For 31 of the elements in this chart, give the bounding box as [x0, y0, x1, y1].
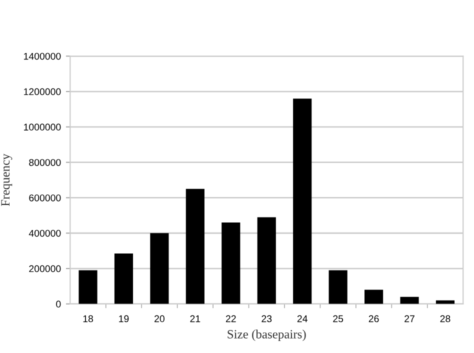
bar [150, 233, 169, 304]
y-axis-title: Frequency [1, 154, 12, 206]
y-tick-label: 1400000 [24, 52, 61, 60]
x-tick-label: 19 [119, 315, 129, 322]
bar [222, 222, 240, 304]
bar [328, 270, 348, 304]
x-tick-label: 26 [368, 315, 379, 322]
x-tick-label: 25 [333, 315, 344, 322]
x-tick-label: 24 [297, 315, 308, 322]
bar [257, 217, 276, 304]
x-tick-label: 22 [226, 315, 236, 322]
x-tick-label: 27 [404, 315, 414, 322]
bar [364, 290, 384, 304]
x-tick-label: 23 [262, 315, 272, 322]
y-tick-label: 800000 [29, 159, 61, 166]
y-tick-label: 600000 [29, 194, 61, 202]
x-tick-label: 18 [83, 315, 93, 322]
x-tick-label: 20 [154, 315, 164, 322]
y-tick-label: 1000000 [24, 124, 61, 131]
y-tick-label: 0 [56, 300, 61, 308]
x-tick-label: 21 [190, 315, 200, 322]
bar [293, 98, 312, 304]
bar [400, 296, 419, 304]
y-tick-label: 200000 [29, 265, 61, 272]
x-tick-label: 28 [440, 315, 450, 322]
x-axis-title: Size (basepairs) [228, 330, 306, 341]
bar [78, 270, 98, 304]
bar [186, 188, 204, 304]
y-tick-label: 400000 [28, 230, 61, 237]
bar [114, 253, 134, 304]
y-tick-label: 1200000 [24, 88, 61, 96]
